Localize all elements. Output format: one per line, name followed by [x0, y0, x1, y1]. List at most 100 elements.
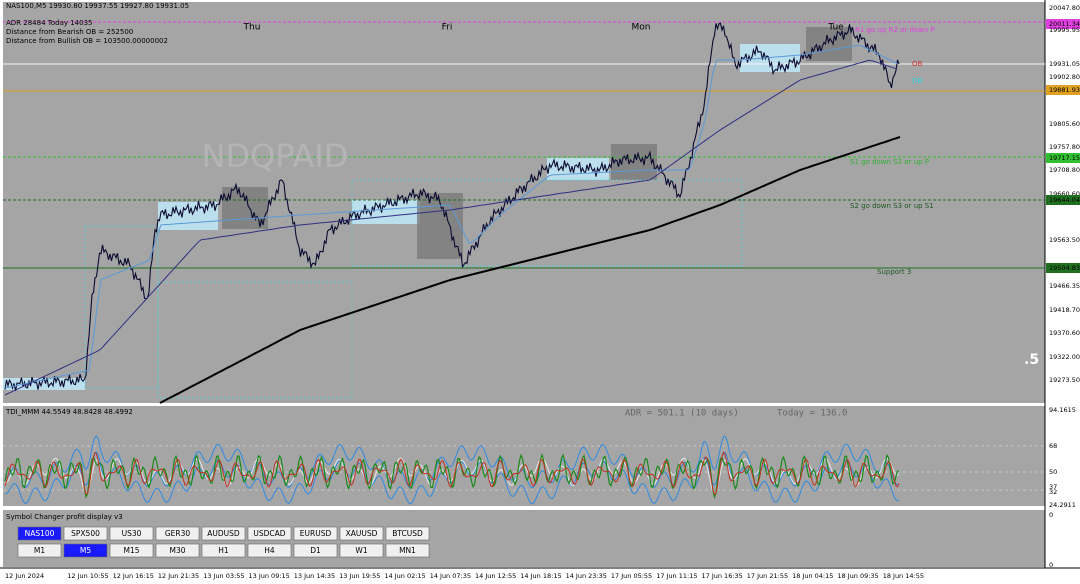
- tdi-red: [4, 451, 900, 496]
- time-axis-label: 14 Jun 18:15: [520, 572, 561, 580]
- price-tag: [1046, 263, 1080, 273]
- button[interactable]: [155, 543, 200, 558]
- button[interactable]: [155, 526, 200, 541]
- time-axis-label: 17 Jun 21:55: [747, 572, 788, 580]
- tdi-band: [4, 435, 900, 489]
- button-label[interactable]: NAS100: [25, 529, 55, 538]
- panel-axis-label: 0: [1049, 511, 1053, 519]
- time-axis-label: 14 Jun 07:35: [430, 572, 471, 580]
- price-tag: [1046, 85, 1080, 95]
- button-label[interactable]: MN1: [399, 546, 416, 555]
- button[interactable]: [63, 543, 108, 558]
- fast-ma: [4, 45, 898, 389]
- range-box: [351, 179, 743, 267]
- indicator-axis-label: 37: [1049, 483, 1057, 491]
- button[interactable]: [201, 526, 246, 541]
- tdi-rsi: [4, 453, 900, 499]
- day-label: Mon: [632, 23, 651, 33]
- indicator-axis-label: 32: [1049, 488, 1057, 496]
- time-axis-label: 14 Jun 12:55: [475, 572, 516, 580]
- button[interactable]: [293, 526, 338, 541]
- price-axis-label: 19504.83: [1049, 264, 1080, 272]
- price-axis-label: 19881.93: [1049, 86, 1080, 94]
- price-axis-label: 19563.50: [1049, 236, 1080, 244]
- button[interactable]: [17, 543, 62, 558]
- chart-drawing: [3, 21, 1045, 505]
- watermark: NDQPAID: [202, 137, 349, 175]
- indicator-axis-label: 24.2911: [1049, 501, 1076, 509]
- price-axis-label: 19660.60: [1049, 190, 1080, 198]
- annotation: S1 go down S2 or up P: [850, 158, 929, 166]
- price-axis-label: 19273.50: [1049, 376, 1080, 384]
- button-label[interactable]: M1: [34, 546, 45, 555]
- time-axis-label: 18 Jun 04:15: [792, 572, 833, 580]
- adr-text: Today = 136.0: [777, 409, 847, 419]
- adr-text: ADR = 501.1 (10 days): [625, 409, 739, 419]
- price-axis-label: 19805.60: [1049, 120, 1080, 128]
- button[interactable]: [63, 526, 108, 541]
- button-label[interactable]: EURUSD: [300, 529, 332, 538]
- time-axis-label: 13 Jun 19:55: [339, 572, 380, 580]
- annotation: OB: [912, 77, 923, 85]
- price-axis-label: 20047.80: [1049, 4, 1080, 12]
- price-axis-label: 19644.04: [1049, 196, 1080, 204]
- price-axis-label: 19466.35: [1049, 282, 1080, 290]
- annotation: Support 3: [877, 268, 911, 276]
- labels: NAS100,M5 19930.80 19937.55 19927.80 199…: [5, 2, 1080, 580]
- day-label: Fri: [442, 23, 453, 33]
- button-label[interactable]: M5: [80, 546, 91, 555]
- button[interactable]: [247, 526, 292, 541]
- button-label[interactable]: M15: [123, 546, 139, 555]
- price-axis-label: 19757.80: [1049, 143, 1080, 151]
- time-axis-label: 18 Jun 14:55: [883, 572, 924, 580]
- button[interactable]: [385, 526, 430, 541]
- button[interactable]: [109, 526, 154, 541]
- annotation: S2 go down S3 or up S1: [850, 202, 934, 210]
- button-label[interactable]: SPX500: [71, 529, 100, 538]
- symbol-info: NAS100,M5 19930.80 19937.55 19927.80 199…: [6, 2, 189, 10]
- day-label: Thu: [243, 23, 261, 33]
- annotation: R1 go up R2 or down P: [855, 26, 935, 34]
- button-label[interactable]: GER30: [165, 529, 191, 538]
- button[interactable]: [17, 526, 62, 541]
- button[interactable]: [109, 543, 154, 558]
- time-axis-label: 13 Jun 09:15: [249, 572, 290, 580]
- time-axis-label: 14 Jun 23:35: [566, 572, 607, 580]
- price-axis-label: 19931.05: [1049, 60, 1080, 68]
- button[interactable]: [247, 543, 292, 558]
- button[interactable]: [201, 543, 246, 558]
- price-line: [4, 22, 900, 392]
- indicator-panel: [3, 406, 1045, 506]
- button-label[interactable]: W1: [355, 546, 367, 555]
- button[interactable]: [339, 526, 384, 541]
- slow-ma: [4, 59, 898, 396]
- button-label[interactable]: US30: [122, 529, 142, 538]
- time-axis-label: 17 Jun 05:55: [611, 572, 652, 580]
- price-axis-label: 19418.70: [1049, 306, 1080, 314]
- ob-distance: Distance from Bullish OB = 103500.000000…: [6, 37, 168, 45]
- time-axis-label: 12 Jun 2024: [5, 572, 44, 580]
- price-axis-label: 19322.00: [1049, 353, 1080, 361]
- button[interactable]: [339, 543, 384, 558]
- button-label[interactable]: USDCAD: [253, 529, 285, 538]
- button[interactable]: [385, 543, 430, 558]
- range-box: [157, 281, 353, 399]
- button-label[interactable]: BTCUSD: [392, 529, 423, 538]
- button-label[interactable]: H4: [264, 546, 275, 555]
- button-label[interactable]: D1: [310, 546, 321, 555]
- time-axis-label: 14 Jun 02:15: [384, 572, 425, 580]
- time-axis-label: 17 Jun 11:15: [656, 572, 697, 580]
- panel-title: Symbol Changer profit display v3: [6, 513, 123, 521]
- indicator-axis-label: 68: [1049, 442, 1057, 450]
- time-axis-label: 18 Jun 09:35: [837, 572, 878, 580]
- range-box: [84, 225, 159, 389]
- button-label[interactable]: XAUUSD: [346, 529, 378, 538]
- price-axis-label: 19902.80: [1049, 73, 1080, 81]
- button-label[interactable]: H1: [218, 546, 229, 555]
- adr-info: ADR 28484 Today 14035: [6, 19, 93, 27]
- button-label[interactable]: M30: [169, 546, 185, 555]
- button-label[interactable]: AUDUSD: [207, 529, 240, 538]
- annotation: OB: [912, 60, 923, 68]
- button[interactable]: [293, 543, 338, 558]
